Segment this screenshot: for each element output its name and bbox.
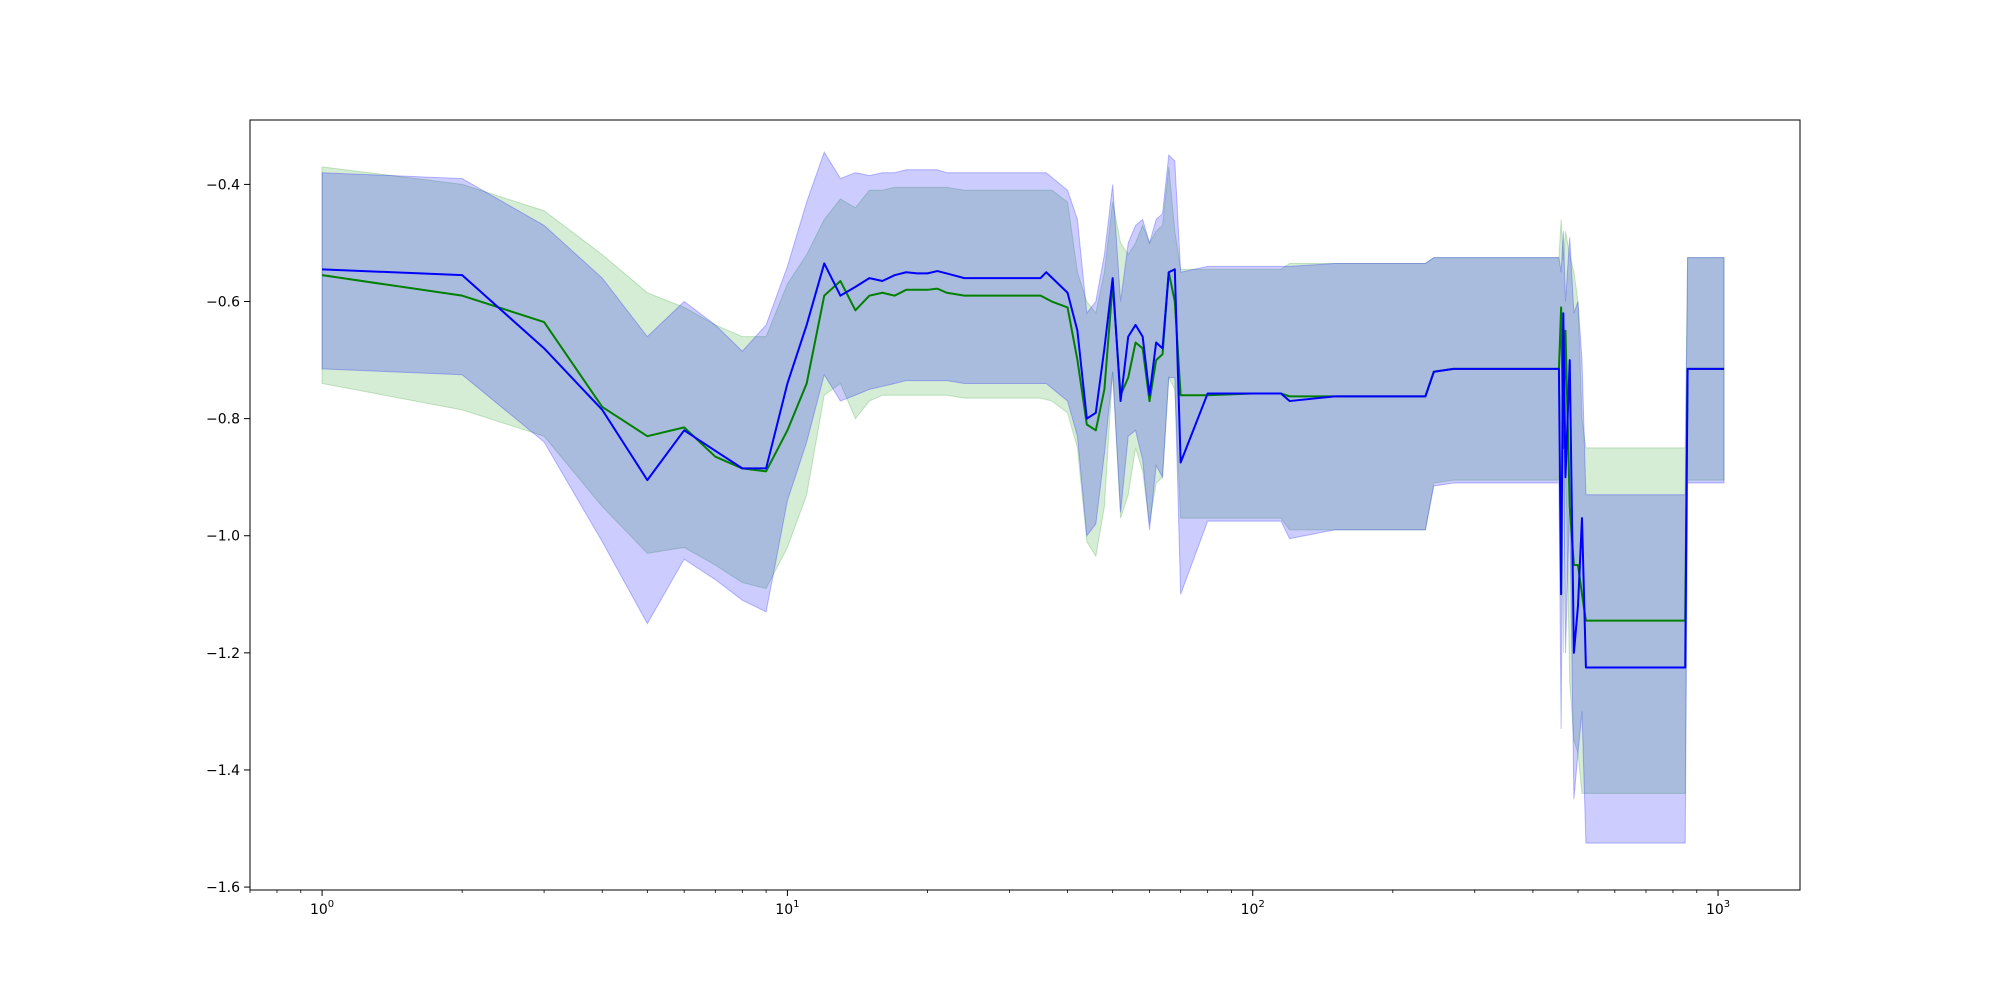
y-tick-label: −1.6 — [206, 880, 240, 896]
x-tick-label: 101 — [775, 899, 799, 918]
confidence-band-1 — [321, 166, 1725, 794]
y-tick-label: −0.4 — [206, 177, 240, 193]
y-axis: −0.4 −0.6 −0.8 −1.0 −1.2 −1.4 −1.6 — [206, 177, 250, 896]
y-tick-label: −0.8 — [206, 412, 240, 428]
plot-area — [321, 151, 1725, 844]
x-tick-label: 103 — [1706, 899, 1730, 918]
axes-frame — [249, 119, 1801, 891]
y-tick-label: −1.0 — [206, 529, 240, 545]
series-line-2 — [322, 262, 1725, 669]
y-tick-label: −1.4 — [206, 763, 240, 779]
series-line-1 — [321, 271, 1725, 622]
y-tick-label: −1.2 — [206, 646, 240, 662]
x-axis: 100 101 102 103 — [249, 890, 1730, 918]
x-tick-label: 102 — [1241, 899, 1265, 918]
y-tick-label: −0.6 — [206, 295, 240, 311]
confidence-band-2 — [321, 151, 1725, 844]
x-tick-label: 100 — [310, 899, 334, 918]
